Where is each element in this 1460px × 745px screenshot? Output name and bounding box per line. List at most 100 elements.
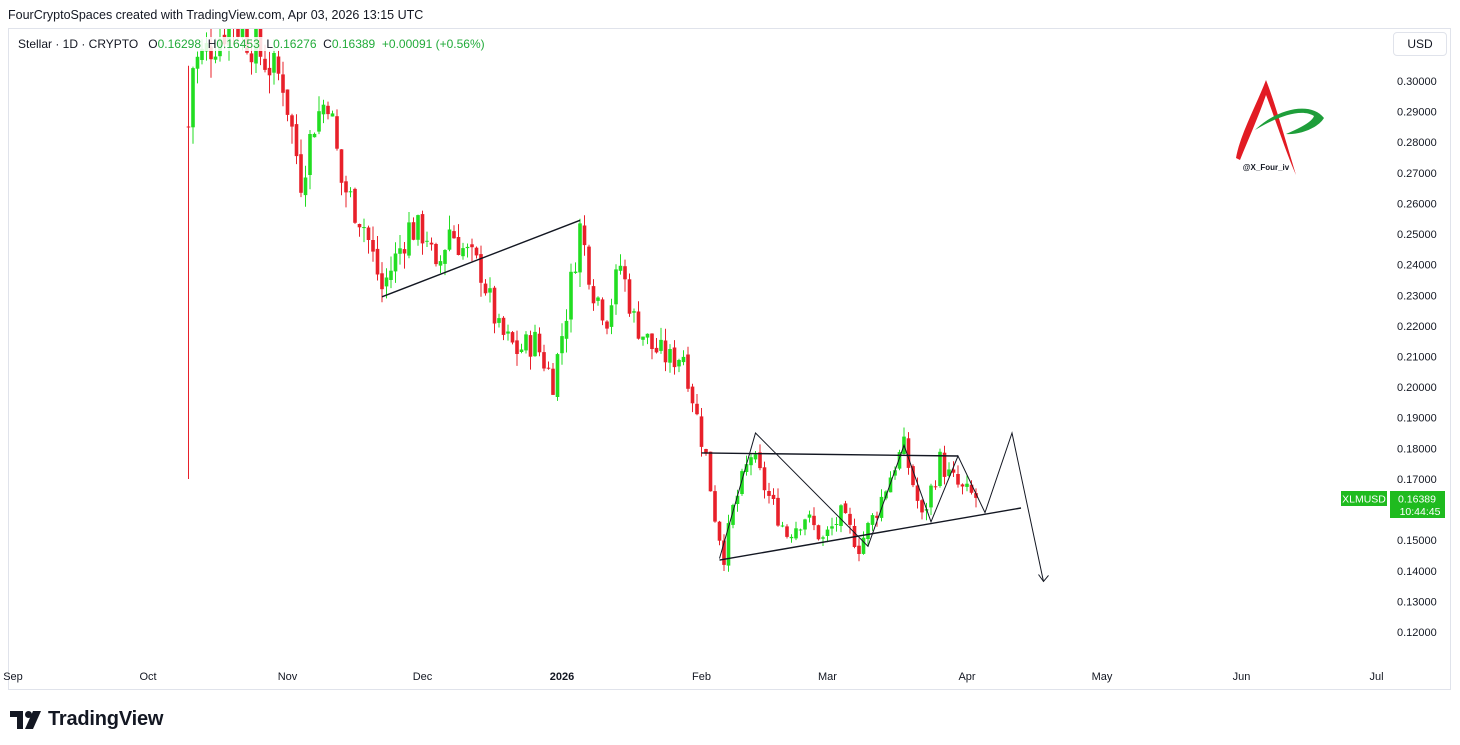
candle-body (614, 269, 618, 305)
candle-body (600, 299, 605, 321)
candle-body (447, 229, 452, 250)
candle-body (452, 231, 456, 239)
candle-body (875, 515, 879, 518)
candle-body (965, 483, 969, 487)
candle-body (263, 58, 267, 70)
candle-body (519, 349, 524, 352)
candle-body (866, 523, 870, 539)
price-tick-label: 0.29000 (1397, 107, 1437, 119)
resistance-line[interactable] (701, 452, 959, 457)
candle-body (947, 469, 951, 476)
candle-body (960, 484, 965, 487)
time-tick-label: Jul (1369, 671, 1383, 683)
candle-body (330, 113, 335, 117)
candle-body (681, 356, 686, 363)
watermark-green-swoosh (1255, 108, 1324, 135)
time-tick-label: Sep (3, 671, 23, 683)
candle-body (609, 305, 614, 327)
candle-body (240, 29, 245, 38)
legend-open-value: 0.16298 (157, 37, 202, 51)
price-axis: 0.30000 0.29000 0.28000 0.27000 0.26000 0.250… (1397, 76, 1437, 639)
candle-body (758, 452, 762, 469)
candle-body (470, 244, 474, 248)
candle-body (371, 240, 375, 252)
candle-body (569, 271, 573, 320)
candle-body (929, 485, 933, 508)
time-tick-label: Nov (278, 671, 298, 683)
candle-body (632, 311, 636, 313)
candles-layer (186, 24, 978, 572)
candle-body (897, 452, 902, 469)
candle-body (713, 491, 717, 522)
legend-symbol: Stellar · 1D · CRYPTO (18, 37, 139, 51)
candle-body (546, 367, 551, 369)
tradingview-wordmark: TradingView (48, 708, 164, 730)
legend-close-value: 0.16389 (331, 37, 376, 51)
candle-body (699, 416, 704, 447)
candle-body (812, 515, 816, 526)
candle-body (776, 497, 780, 526)
candle-body (735, 495, 740, 504)
legend-open-label: O (148, 37, 158, 51)
time-tick-label: Oct (139, 671, 156, 683)
candle-body (267, 67, 272, 76)
candle-body (807, 514, 812, 518)
watermark-logo: @X_Four_iv (1236, 80, 1324, 175)
candle-body (326, 105, 330, 115)
candle-body (591, 286, 596, 304)
candle-body (510, 332, 515, 343)
price-tick-label: 0.18000 (1397, 443, 1437, 455)
candle-body (299, 154, 303, 193)
time-axis: Sep Oct Nov Dec 2026 Feb Mar Apr May Jun Jul (3, 671, 1383, 683)
candle-body (749, 457, 753, 466)
candle-body (362, 227, 366, 229)
candle-body (704, 449, 708, 454)
candle-body (232, 24, 236, 26)
candle-body (236, 29, 240, 37)
candle-body (425, 240, 429, 242)
price-tick-label: 0.26000 (1397, 198, 1437, 210)
candle-body (672, 347, 677, 368)
candle-body (740, 471, 744, 494)
price-tick-label: 0.20000 (1397, 382, 1437, 394)
candle-body (623, 266, 627, 280)
legend-high-value: 0.16453 (216, 37, 260, 51)
candle-body (348, 191, 353, 193)
time-tick-label: Apr (958, 671, 975, 683)
candle-body (780, 525, 785, 527)
candle-body (438, 261, 443, 266)
candle-body (794, 528, 798, 539)
candle-body (497, 318, 501, 323)
price-tick-label: 0.22000 (1397, 321, 1437, 333)
currency-button[interactable]: USD (1393, 32, 1447, 56)
candle-body (191, 68, 195, 128)
price-badge-bg (1390, 491, 1445, 518)
candle-body (938, 451, 942, 486)
candle-body (587, 246, 591, 285)
candle-body (839, 505, 843, 526)
ticker-badge-text: XLMUSD (1342, 494, 1386, 506)
rising-trendline[interactable] (381, 219, 581, 298)
candle-body (605, 321, 609, 329)
candle-body (528, 335, 533, 357)
candle-body (690, 386, 695, 404)
triangle-support-line[interactable] (719, 507, 1022, 561)
tradingview-logo[interactable]: TradingView (10, 708, 163, 731)
candle-body (821, 537, 825, 539)
chart-frame[interactable] (8, 28, 1451, 690)
candle-body (564, 320, 569, 339)
candle-body (384, 277, 389, 287)
candle-body (798, 529, 803, 531)
symbol-legend: Stellar · 1D · CRYPTO O0.16298 H0.16453 … (16, 37, 487, 51)
candle-body (654, 347, 659, 353)
candle-body (686, 354, 690, 389)
candle-body (843, 503, 848, 514)
candle-body (560, 336, 564, 354)
zigzag-pattern[interactable] (719, 431, 1044, 582)
candle-body (308, 134, 312, 175)
candle-body (888, 477, 893, 493)
candle-body (951, 469, 956, 473)
candle-body (848, 513, 852, 525)
price-badge-countdown: 10:44:45 (1400, 506, 1441, 518)
